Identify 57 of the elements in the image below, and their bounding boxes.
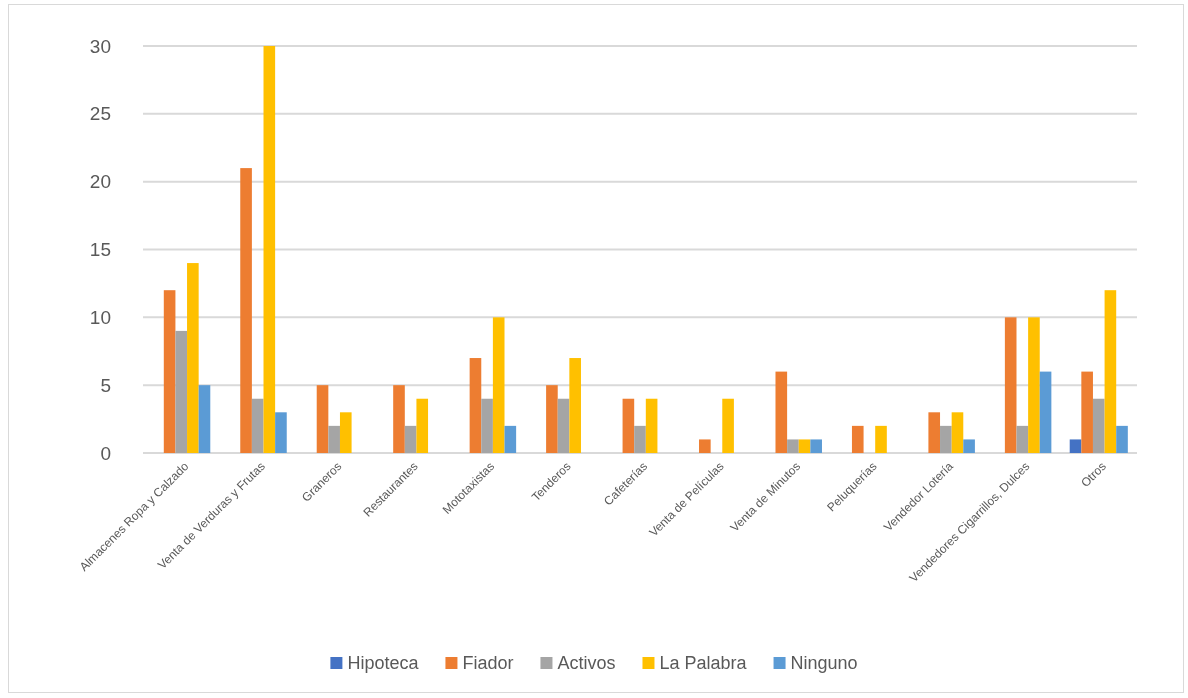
bar [851,425,864,453]
bar [787,439,799,453]
bar [928,412,941,453]
bar [404,425,417,453]
bar [645,398,658,453]
bar [1092,398,1105,453]
bar [622,398,635,453]
bar [492,317,505,453]
y-tick-label: 25 [89,103,111,125]
bar [504,425,517,453]
bar [275,412,287,453]
bar [1116,425,1128,453]
bar [699,439,711,453]
bar [1069,439,1082,453]
bar [1028,317,1040,453]
y-tick-label: 15 [89,239,111,261]
bar [557,398,570,453]
bar [1104,290,1117,453]
bar [198,385,211,453]
y-tick-label: 0 [100,442,111,464]
bar [469,358,482,453]
bar [875,425,887,453]
bar [175,330,188,453]
bar [240,168,252,453]
bar [810,439,822,453]
y-tick-label: 10 [89,306,111,328]
bar [951,412,964,453]
bar [940,425,952,453]
bar [1039,371,1052,453]
bar [1004,317,1017,453]
bar [339,412,352,453]
bar [569,358,581,453]
legend-label: Ninguno [790,653,858,674]
legend-label: Activos [557,653,616,674]
bar [481,398,493,453]
bar [263,46,276,453]
bar [722,398,734,453]
bar [963,439,975,453]
bar [634,425,646,453]
y-tick-label: 30 [89,35,111,57]
bar [163,290,176,453]
bar [187,263,199,453]
bar [316,385,329,453]
legend-label: Hipoteca [347,653,420,674]
bar [251,398,264,453]
bar [328,425,340,453]
bar [393,385,405,453]
y-tick-label: 5 [100,374,111,396]
y-tick-label: 20 [89,171,111,193]
bar [416,398,429,453]
legend-label: La Palabra [659,653,748,674]
bar [1016,425,1029,453]
bar [1081,371,1093,453]
bar [546,385,558,453]
bar [798,439,811,453]
legend-label: Fiador [462,653,514,674]
bar [775,371,788,453]
